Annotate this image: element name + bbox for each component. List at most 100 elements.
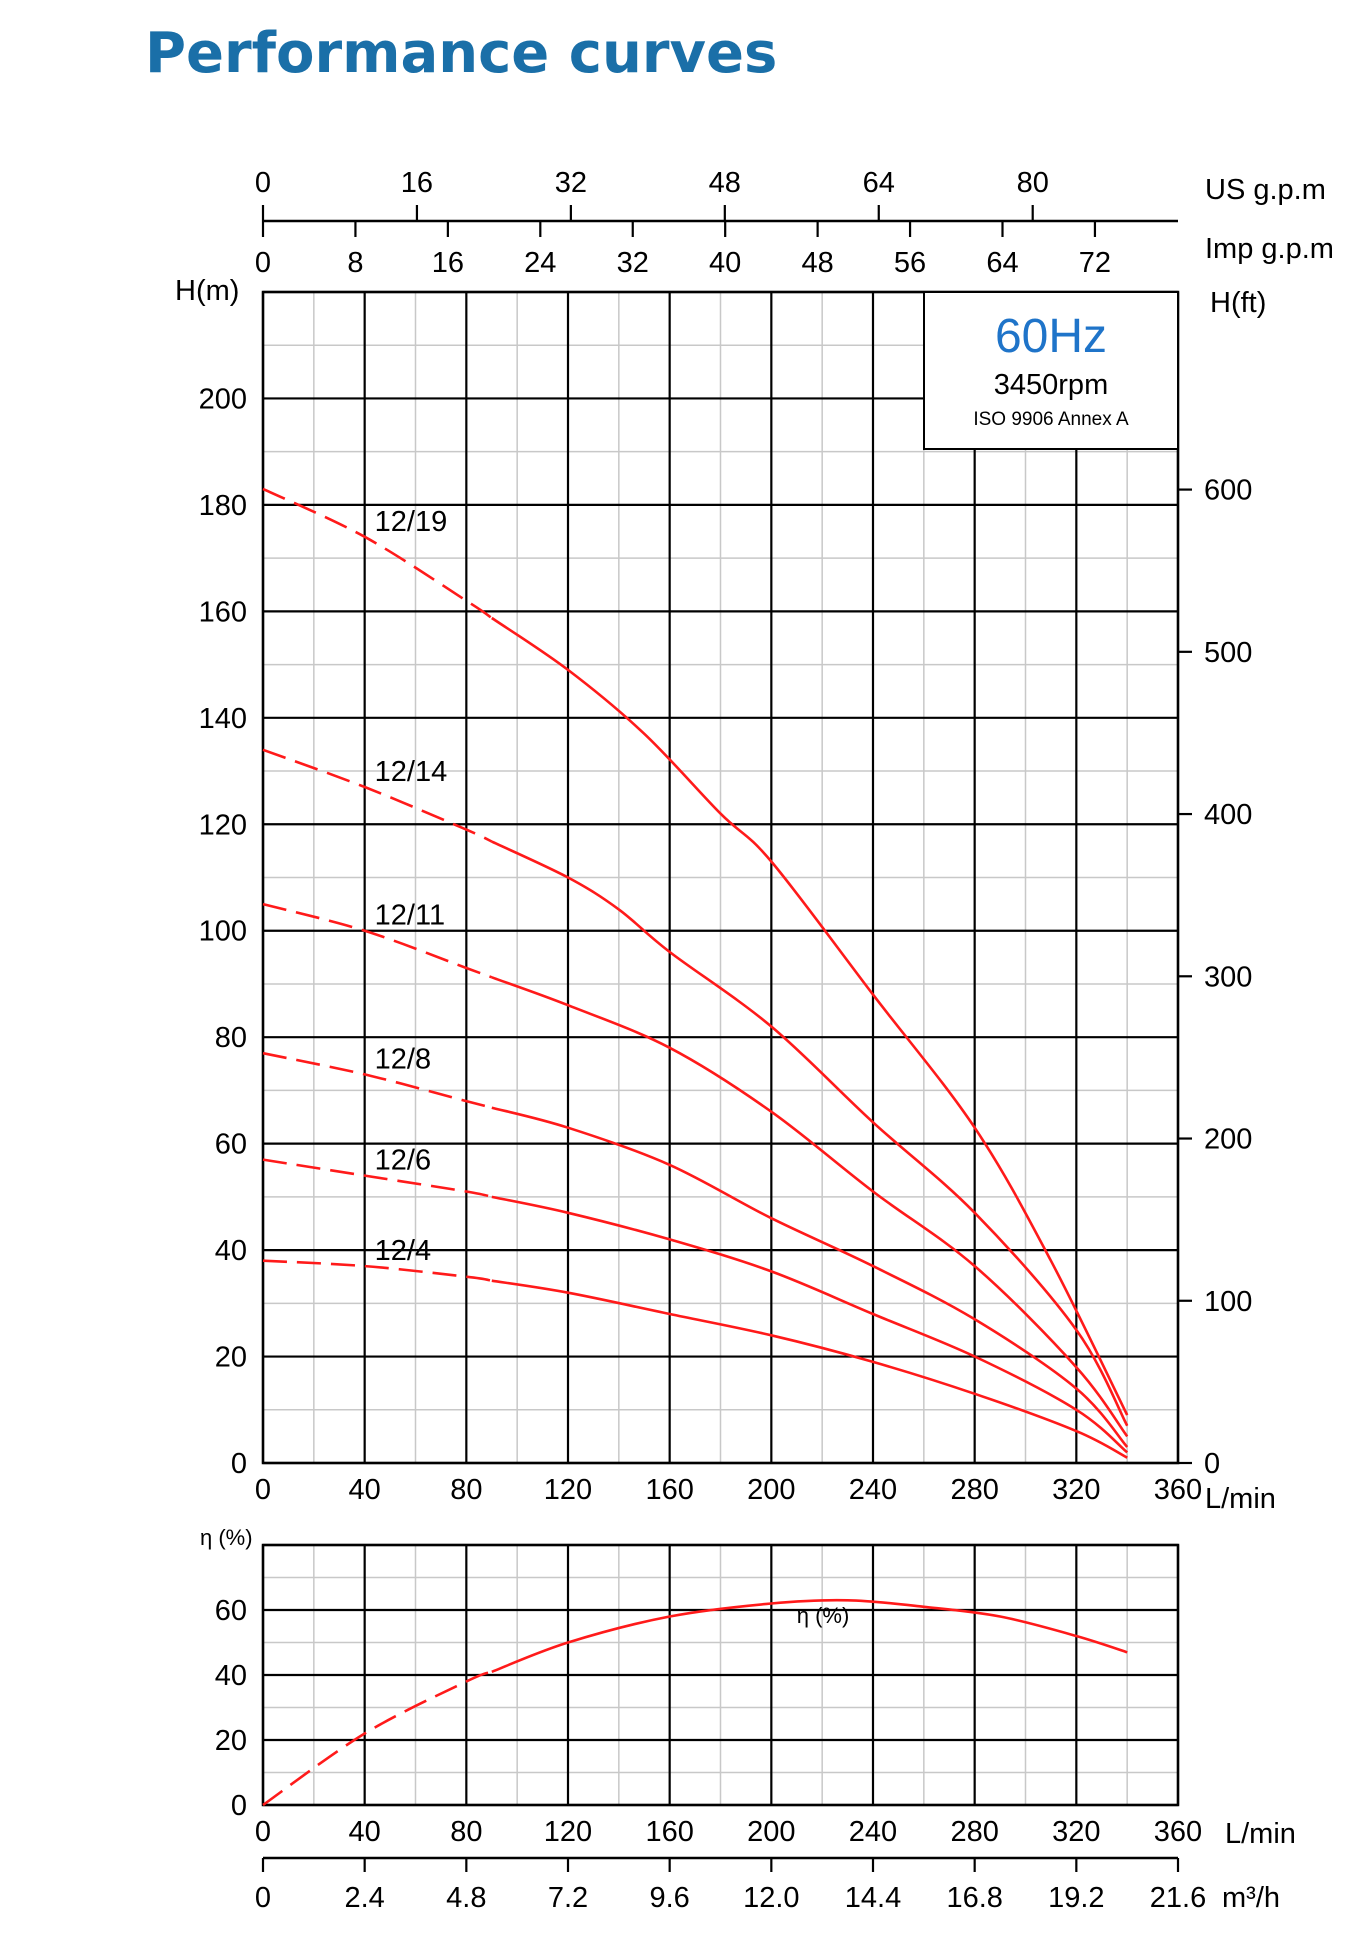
flow-lmin-tick: 40 [349,1474,381,1506]
imp-gpm-tick: 0 [255,247,271,279]
head-m-tick: 120 [199,809,247,841]
flow-lmin-tick-eta: 240 [849,1816,897,1848]
curve-12-14-dashed [262,748,493,843]
head-m-tick: 20 [215,1342,247,1374]
imp-gpm-tick: 24 [524,247,556,279]
head-m-label: H(m) [175,275,239,307]
head-ft-tick: 0 [1204,1448,1220,1480]
info-box: 60Hz 3450rpm ISO 9906 Annex A [923,291,1179,450]
eta-axis-label: η (%) [200,1525,253,1550]
m3h-tick: 16.8 [946,1882,1002,1914]
curve-12-11-dashed [262,902,493,979]
head-m-tick: 60 [215,1129,247,1161]
flow-lmin-tick-eta: 320 [1052,1816,1100,1848]
curve-label: 12/14 [375,756,448,788]
head-ft-label: H(ft) [1210,287,1266,319]
flow-lmin-tick-eta: 280 [950,1816,998,1848]
efficiency-curve-dashed [262,1670,493,1807]
m3h-tick: 4.8 [446,1882,486,1914]
flow-lmin-tick: 0 [255,1474,271,1506]
frequency-label: 60Hz [995,310,1107,363]
m3h-label: m³/h [1222,1882,1280,1914]
curve-12-6-solid [491,1195,1129,1454]
flow-lmin-tick: 200 [747,1474,795,1506]
flow-lmin-tick-eta: 200 [747,1816,795,1848]
head-m-tick: 80 [215,1022,247,1054]
head-ft-tick: 100 [1204,1286,1252,1318]
curve-label: 12/8 [375,1043,431,1075]
eta-tick: 60 [215,1595,247,1627]
imp-gpm-tick: 72 [1079,247,1111,279]
imp-gpm-tick: 8 [347,247,363,279]
m3h-tick: 14.4 [845,1882,901,1914]
imp-gpm-tick: 40 [709,247,741,279]
curve-12-19-dashed [262,487,493,620]
us-gpm-tick: 48 [709,167,741,199]
flow-lmin-tick-eta: 360 [1154,1816,1202,1848]
flow-lmin-tick: 80 [450,1474,482,1506]
eta-tick: 20 [215,1725,247,1757]
head-plot: 12/19 12/14 12/11 12/8 12/6 12/4 0 20 40 60 80 100 1… [175,275,1276,1515]
imp-gpm-axis: 0 8 16 24 32 40 48 56 64 72 Imp g.p.m [255,221,1334,279]
head-m-tick: 160 [199,596,247,628]
us-gpm-label: US g.p.m [1205,174,1326,206]
flow-lmin-tick: 280 [950,1474,998,1506]
speed-label: 3450rpm [994,369,1108,401]
flow-lmin-label-main: L/min [1205,1483,1276,1515]
efficiency-curve-solid [491,1598,1128,1674]
curve-12-6-dashed [262,1158,493,1199]
head-m-tick: 100 [199,916,247,948]
imp-gpm-tick: 32 [617,247,649,279]
flow-lmin-tick-eta: 120 [544,1816,592,1848]
head-m-tick: 180 [199,490,247,522]
head-m-tick: 200 [199,383,247,415]
head-ft-tick: 300 [1204,961,1252,993]
m3h-tick: 21.6 [1150,1882,1206,1914]
head-ft-tick: 600 [1204,475,1252,507]
us-gpm-tick: 64 [863,167,895,199]
flow-lmin-label-eta: L/min [1225,1818,1296,1850]
flow-lmin-tick: 240 [849,1474,897,1506]
eta-tick: 0 [231,1790,247,1822]
imp-gpm-tick: 48 [801,247,833,279]
curve-label: 12/11 [375,900,445,932]
curve-12-8-dashed [262,1051,493,1109]
efficiency-curve-label: η (%) [797,1603,850,1628]
m3h-tick: 12.0 [743,1882,799,1914]
curve-12-4-solid [491,1279,1128,1459]
flow-lmin-tick: 360 [1154,1474,1202,1506]
imp-gpm-label: Imp g.p.m [1205,233,1334,265]
us-gpm-tick: 32 [555,167,587,199]
flow-lmin-tick: 120 [544,1474,592,1506]
head-frame [261,290,1180,1465]
curve-12-14-solid [491,840,1129,1427]
imp-gpm-tick: 56 [894,247,926,279]
page-title: Performance curves [145,21,777,86]
flow-lmin-tick: 320 [1052,1474,1100,1506]
eta-frame [261,1543,1180,1807]
head-m-tick: 140 [199,703,247,735]
us-gpm-tick: 0 [255,167,271,199]
m3h-tick: 9.6 [650,1882,690,1914]
curve-12-8-solid [491,1106,1129,1448]
flow-lmin-tick: 160 [645,1474,693,1506]
head-ft-tick: 200 [1204,1124,1252,1156]
us-gpm-tick: 16 [401,167,433,199]
flow-lmin-tick-eta: 40 [349,1816,381,1848]
head-ft-tick: 500 [1204,637,1252,669]
us-gpm-tick: 80 [1017,167,1049,199]
eta-tick: 40 [215,1660,247,1692]
flow-lmin-tick-eta: 160 [645,1816,693,1848]
m3h-tick: 0 [255,1882,271,1914]
flow-lmin-tick-eta: 0 [255,1816,271,1848]
standard-label: ISO 9906 Annex A [973,409,1129,430]
curve-12-11-solid [491,976,1129,1438]
imp-gpm-tick: 16 [432,247,464,279]
curve-label: 12/19 [375,506,448,538]
head-m-tick: 0 [231,1448,247,1480]
curve-label: 12/6 [375,1145,431,1177]
efficiency-plot: η (%) 0 20 40 60 0 40 80 120 160 200 240 280 320 360 η… [200,1525,1296,1850]
head-ft-tick: 400 [1204,799,1252,831]
curve-12-4-dashed [262,1259,493,1282]
